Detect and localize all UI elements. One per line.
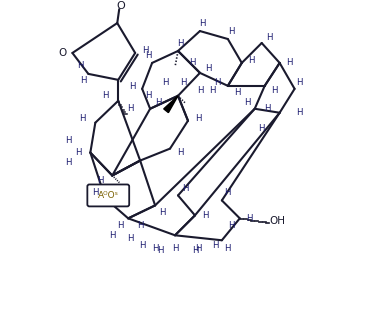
Text: H: H — [152, 244, 158, 253]
Text: H: H — [137, 221, 143, 230]
Text: H: H — [79, 114, 86, 123]
Text: H: H — [177, 39, 183, 49]
Text: H: H — [225, 244, 231, 253]
Text: H: H — [205, 64, 211, 74]
Text: H: H — [182, 184, 188, 193]
Text: H: H — [247, 214, 253, 223]
Text: H: H — [189, 59, 195, 67]
Text: H: H — [129, 82, 135, 91]
Text: H: H — [145, 91, 152, 100]
Text: H: H — [162, 78, 168, 87]
Text: H: H — [195, 114, 201, 123]
Text: H: H — [75, 148, 82, 157]
Text: H: H — [296, 78, 303, 87]
Text: H: H — [202, 211, 208, 220]
Text: H: H — [89, 196, 96, 205]
Text: H: H — [209, 86, 215, 95]
Text: H: H — [97, 176, 104, 185]
Text: H: H — [172, 244, 178, 253]
Polygon shape — [164, 96, 178, 113]
Text: H: H — [159, 208, 165, 217]
Text: H: H — [77, 61, 83, 70]
Text: H: H — [258, 124, 265, 133]
Text: H: H — [92, 188, 98, 197]
Text: H: H — [109, 231, 116, 240]
Text: H: H — [266, 33, 273, 42]
Text: H: H — [225, 188, 231, 197]
Text: H: H — [265, 104, 271, 113]
Text: H: H — [235, 88, 241, 97]
Text: H: H — [286, 59, 293, 67]
Text: H: H — [199, 18, 205, 28]
Text: H: H — [80, 76, 87, 85]
Text: OH: OH — [270, 216, 285, 226]
Text: O: O — [58, 48, 67, 58]
Text: H: H — [177, 148, 183, 157]
Text: H: H — [155, 98, 161, 107]
Text: H: H — [127, 234, 134, 243]
Text: H: H — [244, 98, 251, 107]
Text: H: H — [296, 108, 303, 117]
Text: H: H — [157, 246, 163, 255]
Text: H: H — [229, 27, 235, 36]
Text: H: H — [272, 86, 278, 95]
Text: H: H — [195, 244, 201, 253]
Text: H: H — [139, 241, 145, 250]
Text: H: H — [142, 46, 148, 55]
Text: H: H — [249, 56, 255, 65]
Text: H: H — [145, 51, 152, 60]
Text: H: H — [65, 158, 72, 167]
Text: H: H — [180, 78, 186, 87]
Text: H: H — [127, 104, 134, 113]
Text: AᴼOˢ: AᴼOˢ — [98, 191, 119, 200]
FancyBboxPatch shape — [87, 184, 129, 206]
Text: H: H — [214, 78, 221, 87]
Text: H: H — [212, 241, 218, 250]
Text: H: H — [197, 86, 203, 95]
Text: H: H — [117, 221, 123, 230]
Text: H: H — [102, 91, 109, 100]
Text: O: O — [117, 1, 126, 11]
Text: H: H — [192, 246, 198, 255]
Text: H: H — [229, 221, 235, 230]
Text: H: H — [65, 136, 72, 145]
